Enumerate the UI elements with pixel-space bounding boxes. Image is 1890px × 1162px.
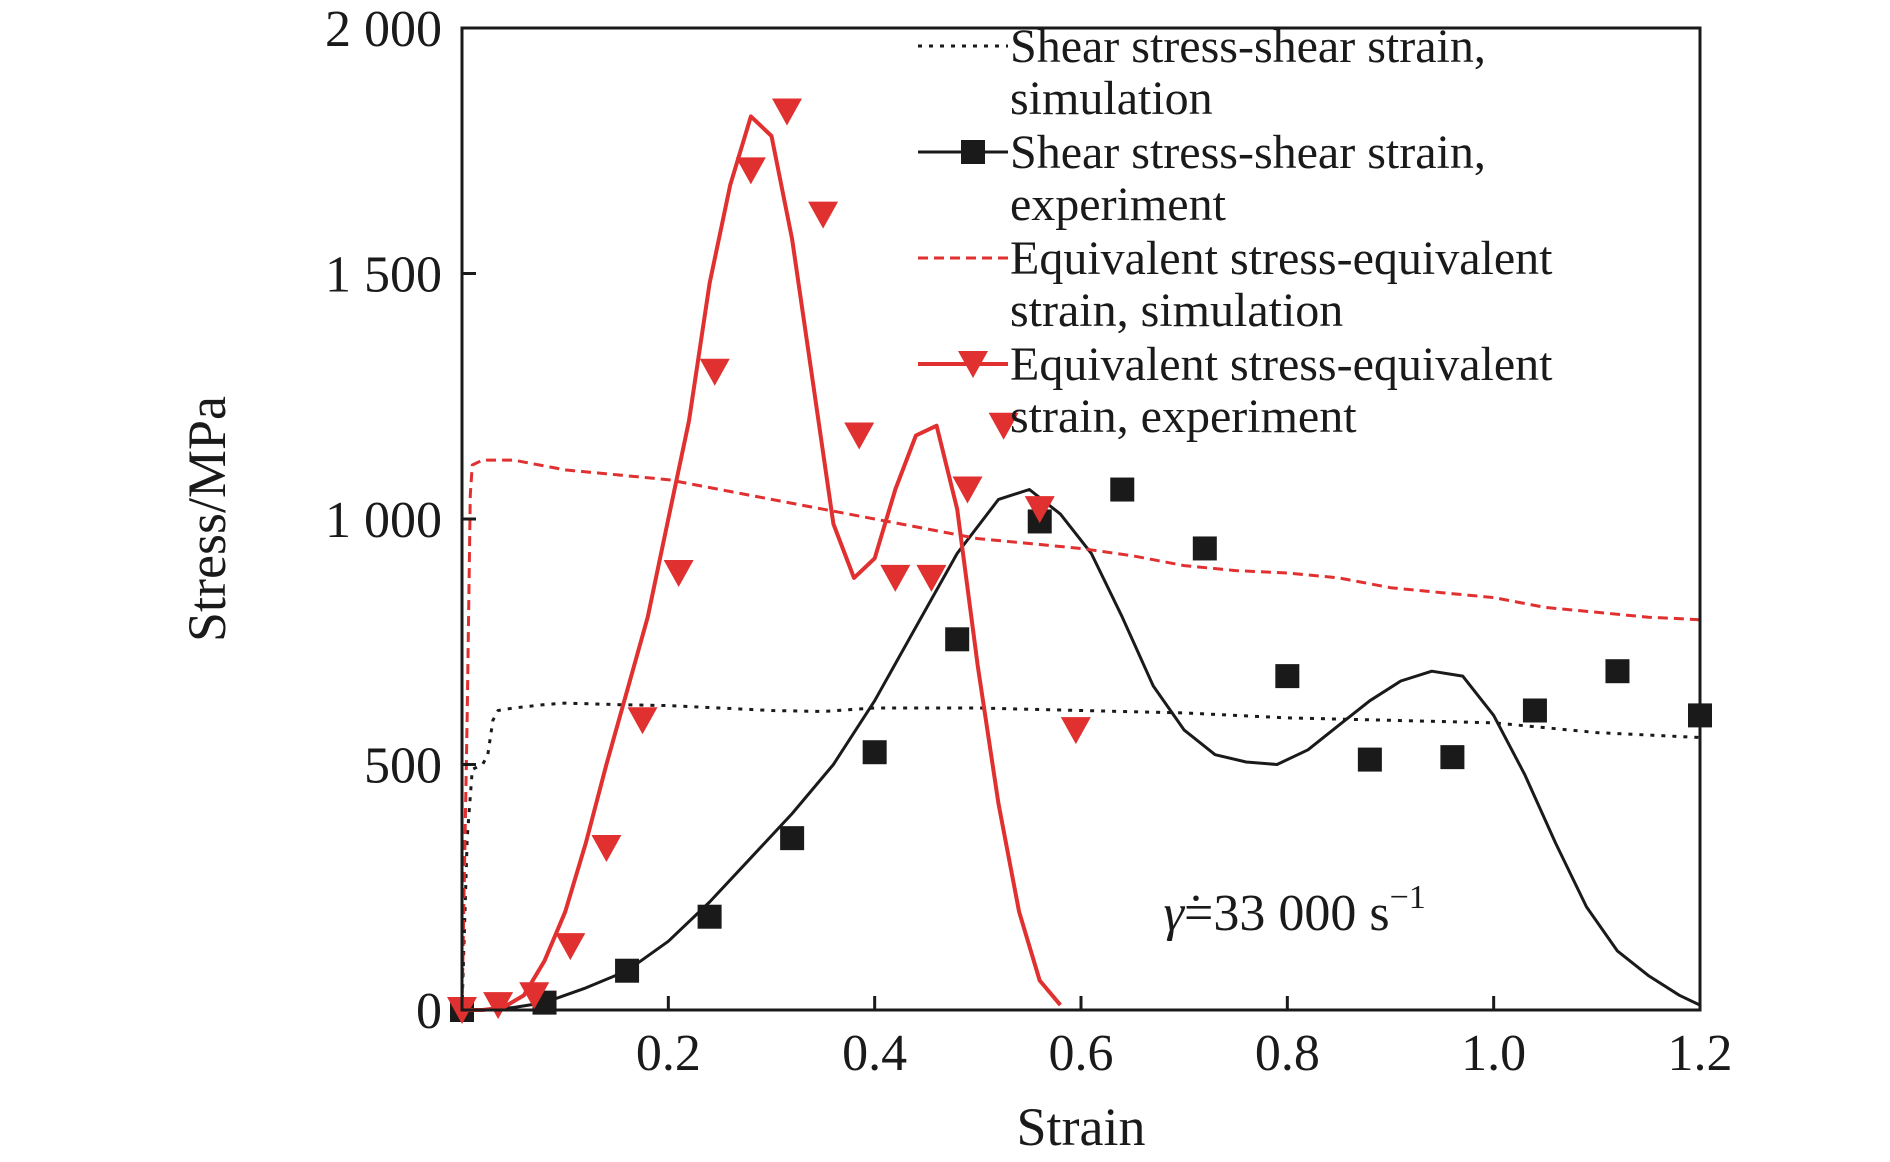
series-2-marker [1605, 659, 1630, 684]
x-tick-label: 0.8 [1255, 1025, 1320, 1082]
legend-label: Shear stress-shear strain, [1010, 126, 1486, 179]
series-4-marker [735, 157, 766, 185]
series-4-marker [483, 992, 514, 1020]
series-2-marker [1440, 745, 1465, 770]
strain-rate-unit-superscript: −1 [1390, 879, 1426, 916]
x-tick-label: 1.0 [1461, 1025, 1526, 1082]
legend-swatch-marker [961, 140, 985, 164]
legend-label: Equivalent stress-equivalent [1010, 232, 1553, 285]
legend-label: Shear stress-shear strain, [1010, 20, 1486, 73]
series-4-marker [663, 560, 694, 588]
series-2-marker [697, 904, 722, 929]
legend-entry-1: Shear stress-shear strain,simulation [918, 20, 1486, 125]
series-4 [447, 98, 1091, 1024]
series-4-marker [591, 834, 622, 862]
y-tick-label: 1 500 [325, 247, 442, 304]
x-tick-label: 0.6 [1049, 1025, 1114, 1082]
legend-label: experiment [1010, 178, 1227, 231]
y-axis-title: Stress/MPa [177, 396, 237, 642]
x-tick-label: 0.2 [636, 1025, 701, 1082]
series-3-line [460, 458, 1701, 1011]
series-4-marker [916, 564, 947, 592]
legend: Shear stress-shear strain,simulationShea… [918, 20, 1553, 443]
series-2-marker [945, 627, 970, 652]
series-2-marker [1275, 664, 1300, 689]
series-4-marker [952, 476, 983, 504]
series-1 [460, 701, 1701, 1011]
series-2-marker [1192, 536, 1217, 561]
x-tick-label: 1.2 [1668, 1025, 1733, 1082]
series-4-marker [771, 98, 802, 126]
series-4-marker [880, 564, 911, 592]
series-2-line [462, 488, 1701, 1012]
series-2-marker [1357, 747, 1382, 772]
y-tick-label: 1 000 [325, 492, 442, 549]
series-2-marker [1110, 477, 1135, 502]
series-2-marker [1522, 698, 1547, 723]
series-4-marker [699, 358, 730, 386]
series-4-marker [519, 982, 550, 1010]
legend-label: simulation [1010, 72, 1213, 125]
series-2 [450, 477, 1712, 1022]
series-4-line [462, 114, 1062, 1012]
y-tick-label: 2 000 [325, 1, 442, 58]
series-4-marker [555, 933, 586, 961]
legend-label: Equivalent stress-equivalent [1010, 338, 1553, 391]
series-2-marker [862, 740, 887, 765]
series-4-marker [988, 412, 1019, 440]
legend-swatch-marker [958, 351, 988, 378]
series-2-marker [615, 958, 640, 983]
legend-label: strain, simulation [1010, 284, 1343, 337]
series-layer [447, 98, 1712, 1024]
legend-label: strain, experiment [1010, 390, 1357, 443]
y-tick-label: 500 [364, 738, 442, 795]
series-3 [460, 458, 1701, 1011]
series-4-marker [1024, 496, 1055, 524]
series-4-marker [1060, 717, 1091, 745]
series-2-marker [780, 826, 805, 851]
series-1-line [460, 701, 1701, 1011]
ticks-layer: 0.2 0.4 0.6 0.8 1.0 1.2 0 500 1 000 1 500 2 000 [325, 1, 1733, 1082]
legend-entry-2: Shear stress-shear strain,experiment [918, 126, 1486, 231]
series-4-marker [808, 201, 839, 229]
x-tick-label: 0.4 [842, 1025, 907, 1082]
x-axis-title: Strain [1017, 1097, 1146, 1157]
series-4-marker [627, 707, 658, 735]
strain-rate-annotation: γ̇=33 000 s−1 [1164, 879, 1426, 942]
strain-rate-value: =33 000 s [1184, 885, 1390, 942]
series-4-marker [844, 422, 875, 450]
y-tick-label: 0 [416, 983, 442, 1040]
